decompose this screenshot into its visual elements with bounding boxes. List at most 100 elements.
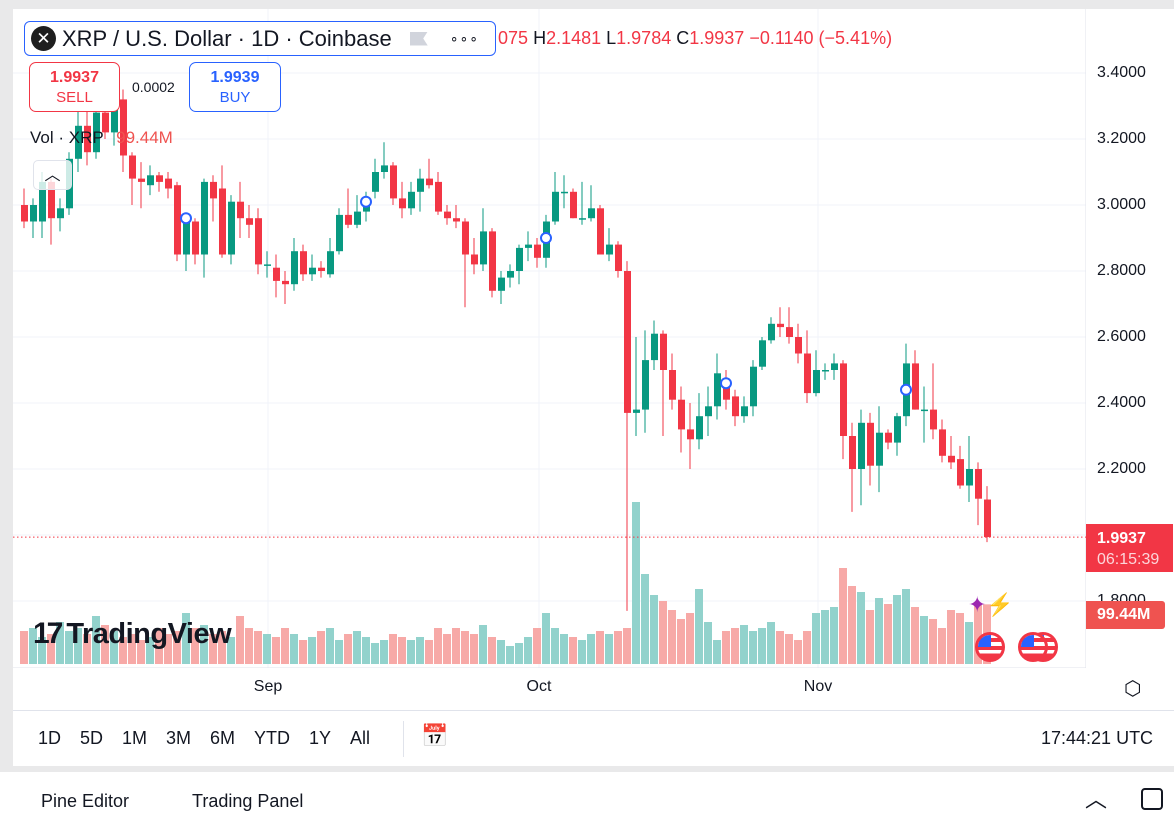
volume-bar: [380, 640, 388, 664]
range-5d-button[interactable]: 5D: [80, 728, 104, 748]
volume-bar: [686, 613, 694, 664]
candlestick-chart[interactable]: [0, 0, 1086, 668]
candle-body: [840, 363, 847, 436]
event-marker-icon: [720, 377, 732, 390]
sell-price: 1.9937: [50, 69, 99, 86]
volume-bar: [326, 628, 334, 664]
volume-bar: [416, 637, 424, 664]
sell-button[interactable]: 1.9937 SELL: [29, 62, 120, 112]
volume-bar: [470, 634, 478, 664]
candle-body: [660, 333, 667, 370]
candle-body: [705, 406, 712, 417]
volume-value: 99.44M: [116, 128, 173, 147]
range-ytd-button[interactable]: YTD: [254, 728, 290, 748]
range-6m-button[interactable]: 6M: [210, 728, 236, 748]
volume-bar: [425, 640, 433, 664]
volume-bar: [848, 586, 856, 664]
candle-body: [246, 218, 253, 225]
window-top-border: [0, 0, 1174, 9]
month-label: Nov: [803, 678, 833, 695]
volume-bar: [623, 628, 631, 664]
candle-body: [147, 175, 154, 186]
chart-settings-icon[interactable]: ⬡: [1124, 678, 1142, 700]
volume-bar: [362, 637, 370, 664]
maximize-panel-icon[interactable]: [1141, 788, 1163, 810]
event-marker-icon: [180, 212, 192, 225]
range-all-button[interactable]: All: [350, 728, 371, 748]
candle-body: [435, 181, 442, 212]
candle-body: [831, 363, 838, 370]
volume-bar: [668, 610, 676, 664]
price-tick: 3.2000: [1097, 130, 1146, 147]
volume-bar: [731, 628, 739, 664]
chevron-up-icon[interactable]: ︿: [1085, 787, 1108, 812]
volume-bar: [740, 625, 748, 664]
volume-bar: [119, 637, 127, 664]
chevron-up-icon: ︿: [44, 167, 61, 184]
range-1y-button[interactable]: 1Y: [309, 728, 332, 748]
candle-body: [471, 254, 478, 265]
volume-bar: [560, 634, 568, 664]
candle-body: [264, 264, 271, 266]
candle-body: [444, 211, 451, 219]
collapse-legend-button[interactable]: ︿: [33, 160, 72, 190]
last-price-tag: 1.9937 06:15:39: [1086, 524, 1173, 572]
candle-body: [669, 370, 676, 400]
range-3m-button[interactable]: 3M: [166, 728, 192, 748]
volume-label: Vol · XRP: [30, 128, 104, 147]
event-marker-icon: [900, 383, 912, 396]
calendar-goto-date-icon[interactable]: 📅: [421, 723, 449, 748]
tab-pine-editor[interactable]: Pine Editor: [41, 791, 130, 811]
candle-body: [291, 251, 298, 285]
candle-body: [201, 181, 208, 255]
tab-trading-panel[interactable]: Trading Panel: [192, 791, 304, 811]
candle-body: [30, 205, 37, 222]
event-marker-icon: [540, 232, 552, 244]
ai-assistant-icon[interactable]: ✦⚡: [968, 592, 1014, 617]
candle-body: [849, 436, 856, 469]
us-economic-event-icon[interactable]: [1018, 632, 1048, 662]
candle-body: [165, 178, 172, 189]
volume-bar: [47, 634, 55, 664]
volume-bar: [947, 610, 955, 664]
utc-clock[interactable]: 17:44:21 UTC: [1041, 728, 1154, 748]
candle-body: [39, 181, 46, 222]
volume-bar: [398, 637, 406, 664]
volume-bar: [254, 631, 262, 664]
month-label: Sep: [253, 678, 283, 695]
us-economic-event-icon[interactable]: [975, 632, 1005, 662]
volume-bar: [146, 637, 154, 664]
symbol-info-box[interactable]: ✕ XRP / U.S. Dollar · 1D · Coinbase ∘∘∘: [24, 21, 496, 56]
volume-bar: [173, 631, 181, 664]
candle-body: [255, 218, 262, 265]
candle-body: [885, 432, 892, 443]
sell-label: SELL: [56, 89, 93, 106]
range-1d-button[interactable]: 1D: [38, 728, 62, 748]
chart-pane[interactable]: [13, 9, 1174, 709]
volume-legend[interactable]: Vol · XRP 99.44M: [30, 128, 173, 148]
buy-button[interactable]: 1.9939 BUY: [189, 62, 281, 112]
candle-body: [633, 409, 640, 413]
ohlc-values: 075 H2.1481 L1.9784 C1.9937 −0.1140 (−5.…: [498, 28, 892, 49]
volume-bar: [335, 640, 343, 664]
candle-body: [651, 333, 658, 361]
range-1m-button[interactable]: 1M: [122, 728, 148, 748]
candle-body: [336, 214, 343, 252]
volume-bar: [938, 628, 946, 664]
tradingview-wordmark: TradingView: [66, 617, 232, 650]
volume-bar: [371, 643, 379, 664]
volume-bar: [596, 631, 604, 664]
volume-bar: [758, 628, 766, 664]
volume-bar: [884, 604, 892, 664]
low-value: 1.9784: [616, 28, 672, 48]
candle-body: [858, 422, 865, 469]
volume-bar: [614, 631, 622, 664]
volume-bar: [821, 610, 829, 664]
more-options-icon[interactable]: ∘∘∘: [449, 30, 480, 46]
volume-bar: [389, 634, 397, 664]
volume-bar: [650, 595, 658, 664]
candle-body: [525, 244, 532, 248]
volume-bar: [569, 637, 577, 664]
tradingview-logo[interactable]: 17 TradingView: [33, 617, 232, 651]
flag-icon[interactable]: [409, 31, 428, 46]
